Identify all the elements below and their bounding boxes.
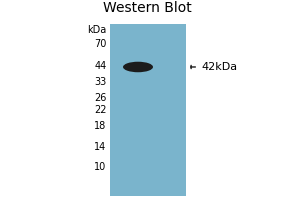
Text: 33: 33 [94, 77, 106, 87]
Text: 10: 10 [94, 162, 106, 172]
Ellipse shape [123, 62, 153, 72]
Text: 70: 70 [94, 39, 106, 49]
Text: 26: 26 [94, 93, 106, 103]
Text: 22: 22 [94, 105, 106, 115]
Text: Western Blot: Western Blot [103, 1, 192, 15]
Text: 44: 44 [94, 61, 106, 71]
Text: 18: 18 [94, 121, 106, 131]
Text: 14: 14 [94, 142, 106, 152]
Text: 42kDa: 42kDa [191, 62, 237, 72]
Text: kDa: kDa [87, 25, 106, 35]
Bar [110, 24, 186, 196]
